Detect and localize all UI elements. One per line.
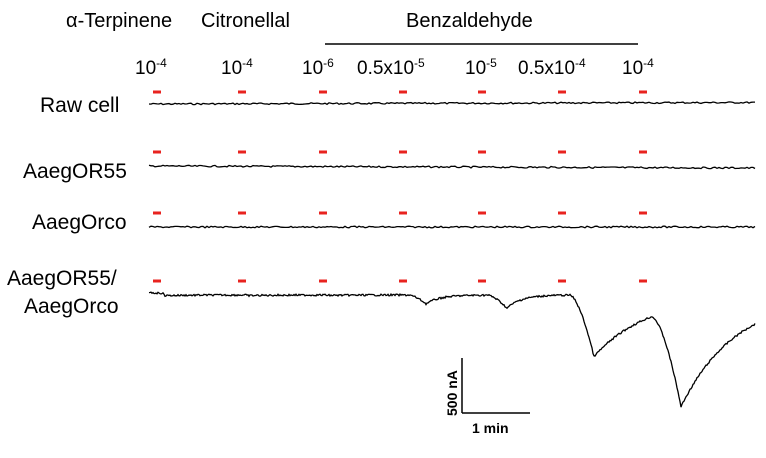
concentration-label-2: 10-4 bbox=[221, 56, 253, 80]
row-label-aaegor55: AaegOR55 bbox=[23, 160, 127, 183]
concentration-label-4: 0.5x10-5 bbox=[357, 56, 425, 80]
concentration-exponent: -4 bbox=[156, 56, 167, 70]
concentration-base: 10 bbox=[135, 58, 157, 79]
concentration-label-7: 10-4 bbox=[622, 56, 654, 80]
traces bbox=[148, 101, 756, 408]
concentration-base: 10 bbox=[465, 58, 487, 79]
concentration-base: 0.5x10 bbox=[357, 58, 415, 79]
compound-label-terpinene: α-Terpinene bbox=[66, 10, 173, 32]
concentration-label-1: 10-4 bbox=[135, 56, 167, 80]
concentration-exponent: -4 bbox=[643, 56, 654, 70]
compound-label-benzaldehyde: Benzaldehyde bbox=[406, 10, 533, 32]
concentration-exponent: -4 bbox=[242, 56, 253, 70]
scale-bar: 500 nA 1 min bbox=[444, 358, 530, 436]
concentration-label-6: 0.5x10-4 bbox=[518, 56, 586, 80]
concentration-base: 10 bbox=[622, 58, 644, 79]
concentration-label-5: 10-5 bbox=[465, 56, 497, 80]
row-label-coexpression-line2: AaegOrco bbox=[24, 295, 119, 318]
trace-aaegorco bbox=[148, 225, 756, 229]
concentration-base: 10 bbox=[302, 58, 324, 79]
row-label-raw-cell: Raw cell bbox=[40, 94, 120, 117]
row-label-aaegorco: AaegOrco bbox=[32, 211, 127, 234]
concentration-base: 0.5x10 bbox=[518, 58, 576, 79]
concentration-exponent: -6 bbox=[323, 56, 334, 70]
concentration-exponent: -5 bbox=[414, 56, 425, 70]
scale-bar-current-label: 500 nA bbox=[444, 370, 460, 416]
trace-raw-cell bbox=[148, 101, 755, 106]
trace-aaegor55 bbox=[148, 164, 756, 170]
concentration-exponent: -4 bbox=[575, 56, 586, 70]
compound-label-citronellal: Citronellal bbox=[201, 10, 290, 32]
concentration-label-3: 10-6 bbox=[302, 56, 334, 80]
concentration-exponent: -5 bbox=[486, 56, 497, 70]
row-label-coexpression-line1: AaegOR55/ bbox=[7, 267, 117, 290]
trace-aaegor55-aaegorco bbox=[148, 291, 756, 408]
concentration-base: 10 bbox=[221, 58, 243, 79]
scale-bar-time-label: 1 min bbox=[472, 420, 509, 436]
stimulus-marks bbox=[153, 90, 647, 283]
